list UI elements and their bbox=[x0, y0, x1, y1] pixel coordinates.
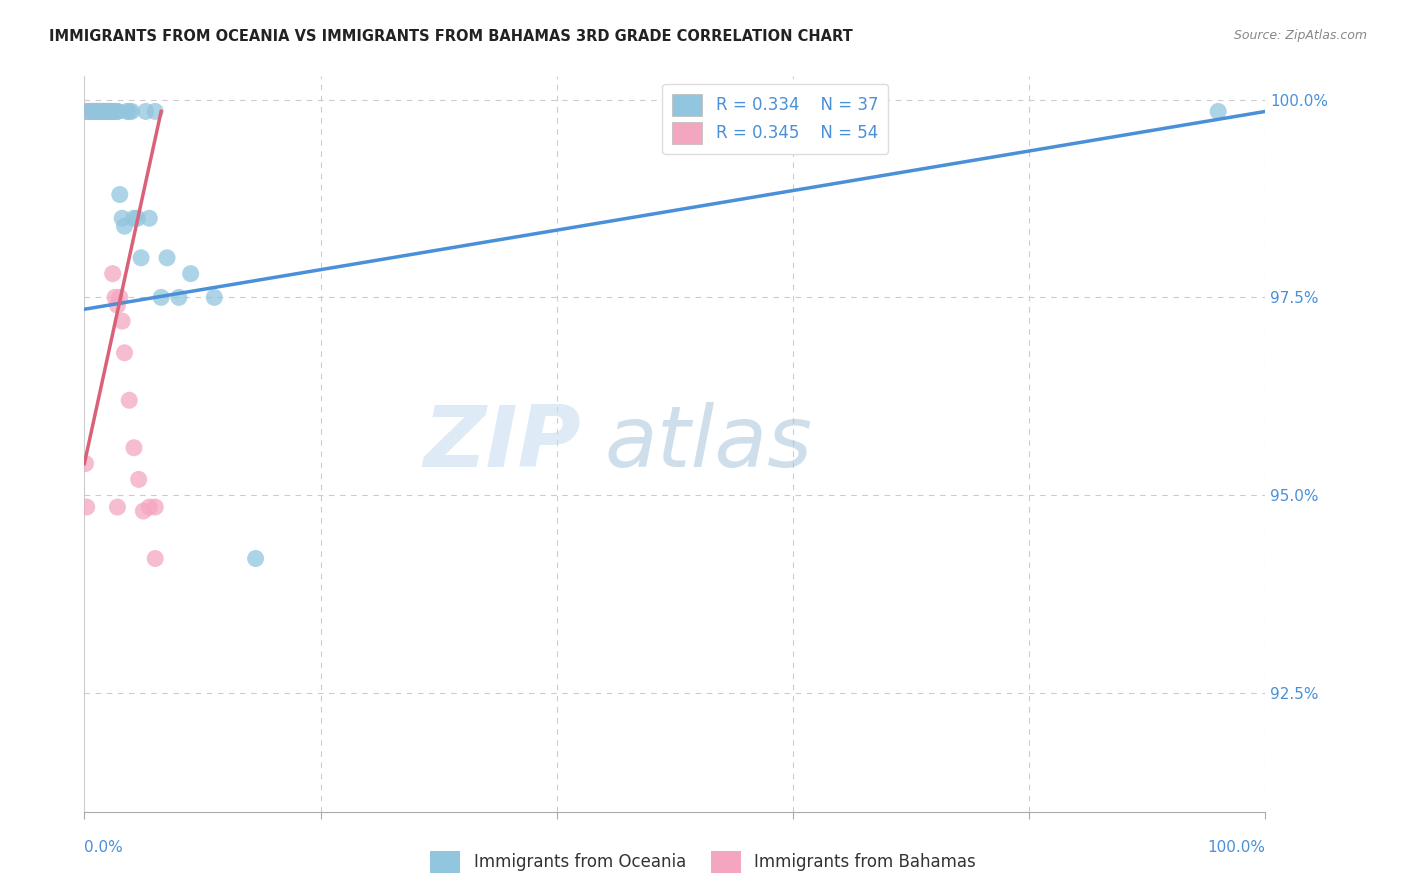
Point bbox=[87, 104, 110, 119]
Point bbox=[202, 290, 225, 304]
Point bbox=[90, 104, 112, 119]
Point bbox=[127, 211, 149, 226]
Point bbox=[93, 104, 115, 119]
Point bbox=[84, 104, 107, 119]
Point bbox=[77, 104, 100, 119]
Point bbox=[90, 104, 112, 119]
Point bbox=[79, 104, 101, 119]
Point bbox=[80, 104, 103, 119]
Text: atlas: atlas bbox=[605, 402, 813, 485]
Point bbox=[115, 104, 138, 119]
Legend: Immigrants from Oceania, Immigrants from Bahamas: Immigrants from Oceania, Immigrants from… bbox=[423, 845, 983, 880]
Point bbox=[75, 104, 97, 119]
Point bbox=[98, 104, 121, 119]
Text: IMMIGRANTS FROM OCEANIA VS IMMIGRANTS FROM BAHAMAS 3RD GRADE CORRELATION CHART: IMMIGRANTS FROM OCEANIA VS IMMIGRANTS FR… bbox=[49, 29, 853, 45]
Point bbox=[80, 104, 103, 119]
Point bbox=[132, 504, 155, 518]
Point bbox=[84, 104, 107, 119]
Point bbox=[96, 104, 118, 119]
Point bbox=[114, 345, 136, 359]
Point bbox=[82, 104, 104, 119]
Point bbox=[830, 104, 852, 119]
Point bbox=[108, 290, 131, 304]
Point bbox=[83, 104, 105, 119]
Point bbox=[84, 104, 107, 119]
Point bbox=[82, 104, 104, 119]
Point bbox=[114, 219, 136, 234]
Point bbox=[90, 104, 112, 119]
Point bbox=[135, 104, 157, 119]
Point bbox=[87, 104, 110, 119]
Point bbox=[107, 298, 129, 312]
Point bbox=[138, 500, 160, 514]
Point bbox=[129, 251, 152, 265]
Point bbox=[108, 187, 131, 202]
Point bbox=[167, 290, 190, 304]
Point bbox=[91, 104, 114, 119]
Point bbox=[80, 104, 103, 119]
Point bbox=[143, 551, 166, 566]
Point bbox=[97, 104, 120, 119]
Point bbox=[150, 290, 173, 304]
Point bbox=[98, 104, 121, 119]
Point bbox=[245, 551, 267, 566]
Point bbox=[118, 393, 141, 408]
Text: 0.0%: 0.0% bbox=[84, 840, 124, 855]
Point bbox=[156, 251, 179, 265]
Point bbox=[180, 267, 202, 281]
Point bbox=[100, 104, 122, 119]
Point bbox=[121, 104, 143, 119]
Point bbox=[107, 104, 129, 119]
Point bbox=[122, 441, 145, 455]
Text: ZIP: ZIP bbox=[423, 402, 581, 485]
Point bbox=[86, 104, 108, 119]
Point bbox=[76, 500, 98, 514]
Point bbox=[84, 104, 107, 119]
Point bbox=[103, 104, 125, 119]
Point bbox=[86, 104, 108, 119]
Point bbox=[104, 290, 127, 304]
Point bbox=[101, 104, 124, 119]
Point bbox=[118, 104, 141, 119]
Point bbox=[91, 104, 114, 119]
Point bbox=[84, 104, 107, 119]
Point bbox=[107, 104, 129, 119]
Point bbox=[83, 104, 105, 119]
Point bbox=[77, 104, 100, 119]
Point bbox=[76, 104, 98, 119]
Text: 100.0%: 100.0% bbox=[1208, 840, 1265, 855]
Point bbox=[97, 104, 120, 119]
Point bbox=[91, 104, 114, 119]
Point bbox=[75, 457, 97, 471]
Point bbox=[84, 104, 107, 119]
Point bbox=[87, 104, 110, 119]
Point bbox=[143, 500, 166, 514]
Point bbox=[101, 267, 124, 281]
Point bbox=[91, 104, 114, 119]
Point bbox=[79, 104, 101, 119]
Point bbox=[94, 104, 117, 119]
Point bbox=[107, 500, 129, 514]
Point bbox=[77, 104, 100, 119]
Point bbox=[91, 104, 114, 119]
Point bbox=[104, 104, 127, 119]
Point bbox=[111, 211, 134, 226]
Point bbox=[98, 104, 121, 119]
Point bbox=[138, 211, 160, 226]
Point bbox=[96, 104, 118, 119]
Point bbox=[143, 104, 166, 119]
Point bbox=[77, 104, 100, 119]
Text: Source: ZipAtlas.com: Source: ZipAtlas.com bbox=[1233, 29, 1367, 43]
Point bbox=[98, 104, 121, 119]
Point bbox=[94, 104, 117, 119]
Point bbox=[122, 211, 145, 226]
Point bbox=[89, 104, 111, 119]
Point bbox=[1206, 104, 1229, 119]
Point bbox=[128, 472, 150, 486]
Point bbox=[97, 104, 120, 119]
Point bbox=[77, 104, 100, 119]
Point bbox=[111, 314, 134, 328]
Legend: R = 0.334    N = 37, R = 0.345    N = 54: R = 0.334 N = 37, R = 0.345 N = 54 bbox=[662, 84, 889, 153]
Point bbox=[89, 104, 111, 119]
